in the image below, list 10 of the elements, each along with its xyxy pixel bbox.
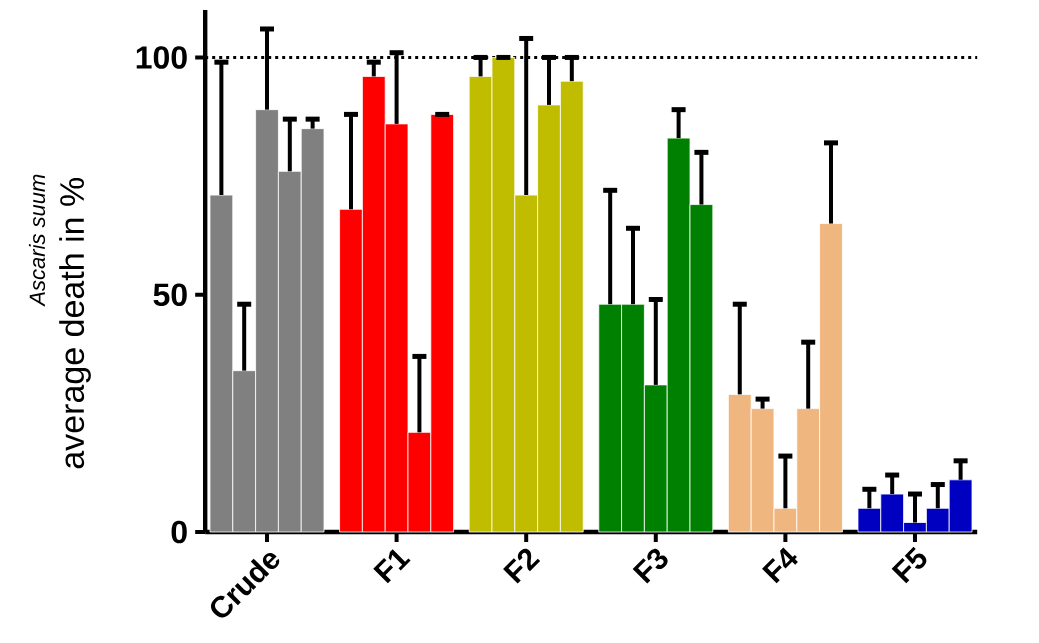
x-tick-label: F1	[373, 549, 411, 584]
y-tick-label: 100	[136, 46, 187, 69]
y-tick-label: 0	[171, 520, 187, 544]
text: Ascaris suum	[28, 174, 46, 307]
y-axis-title: average death in %	[59, 178, 91, 469]
x-tick-label: F3	[632, 548, 668, 584]
x-tick-label: F2	[503, 548, 541, 584]
y-tick-label: 50	[153, 283, 187, 307]
x-tick-label: F4	[762, 547, 798, 584]
x-tick-label: F5	[891, 546, 927, 584]
